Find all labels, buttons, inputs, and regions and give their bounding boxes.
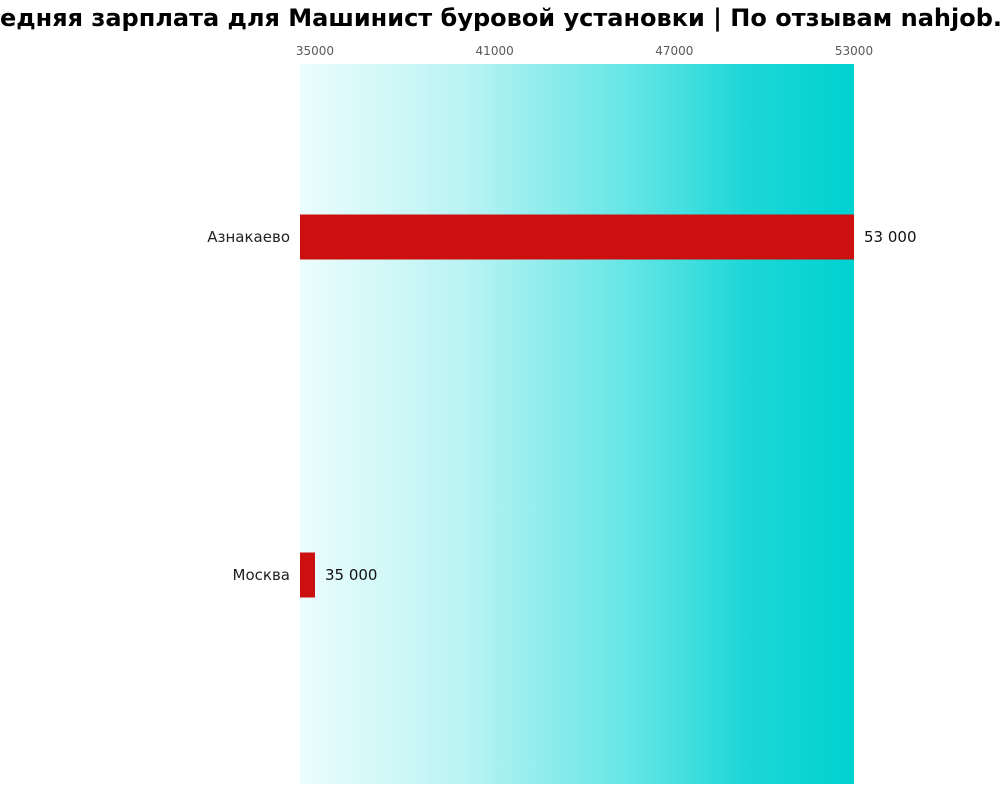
bar-value-label: 53 000 (864, 228, 917, 246)
x-axis-ticks: 35000 41000 47000 53000 (300, 44, 854, 60)
bar-value-label: 35 000 (325, 566, 378, 584)
bar (300, 214, 854, 259)
x-tick: 53000 (835, 44, 873, 58)
chart-title: едняя зарплата для Машинист буровой уста… (0, 4, 1000, 32)
x-tick: 41000 (476, 44, 514, 58)
y-tick-label: Москва (233, 566, 290, 584)
x-tick: 47000 (655, 44, 693, 58)
bar (300, 553, 315, 598)
plot-background (300, 64, 854, 784)
plot-area: 35000 41000 47000 53000 Азнакаево 53 000… (300, 64, 854, 784)
y-tick-label: Азнакаево (207, 228, 290, 246)
x-tick: 35000 (296, 44, 334, 58)
